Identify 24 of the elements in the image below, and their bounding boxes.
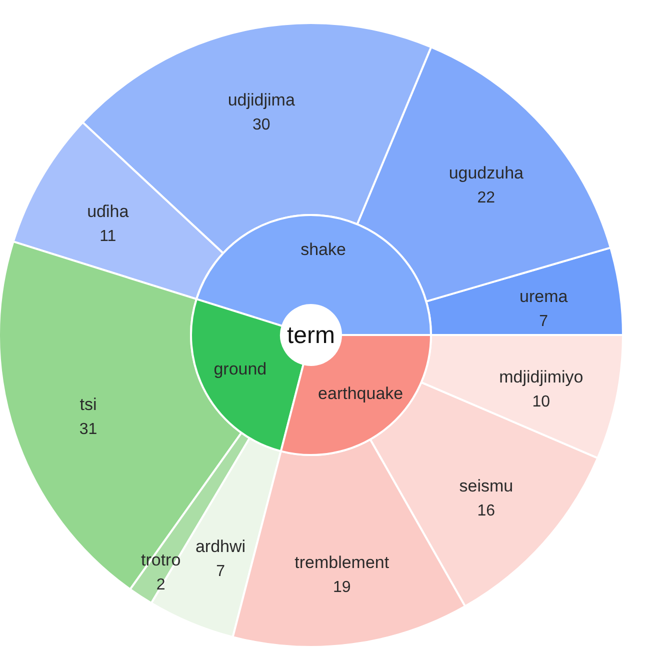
- data-label: 16: [477, 502, 496, 520]
- text: shake: [300, 240, 346, 259]
- slice-label: ugudzuha: [448, 163, 524, 182]
- slice-label: trotro: [140, 550, 181, 570]
- data-label: 22: [477, 189, 496, 206]
- text: ground: [214, 359, 267, 378]
- slice-label: uɗiha: [87, 202, 130, 221]
- slice-label: seismu: [459, 476, 514, 496]
- data-label: 19: [332, 578, 351, 596]
- data-label: 7: [216, 562, 226, 580]
- slice-label: udjidjima: [228, 90, 296, 110]
- text: term: [287, 322, 335, 349]
- slice-label: ardhwi: [195, 536, 246, 556]
- text: earthquake: [318, 384, 404, 404]
- data-label: 11: [100, 228, 116, 245]
- data-label: 7: [539, 312, 548, 330]
- data-label: 30: [252, 116, 270, 134]
- slice-label: tsi: [80, 394, 97, 414]
- slice-label: tremblement: [294, 552, 390, 572]
- data-label: 2: [156, 576, 166, 594]
- data-label: 10: [532, 393, 550, 410]
- slice-label: urema: [520, 286, 568, 306]
- data-label: 31: [79, 420, 98, 438]
- slice-label: mdjidjimiyo: [499, 367, 584, 386]
